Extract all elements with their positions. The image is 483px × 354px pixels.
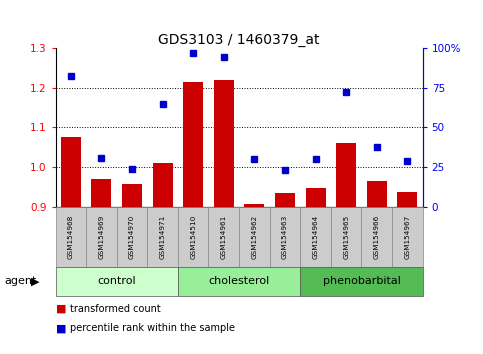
Text: percentile rank within the sample: percentile rank within the sample bbox=[70, 323, 235, 333]
Text: GSM154962: GSM154962 bbox=[251, 215, 257, 259]
Text: GSM154965: GSM154965 bbox=[343, 215, 349, 259]
Text: GSM154963: GSM154963 bbox=[282, 215, 288, 259]
Bar bbox=[336, 143, 356, 207]
Text: GSM154510: GSM154510 bbox=[190, 215, 196, 259]
Bar bbox=[331, 207, 361, 267]
Bar bbox=[392, 207, 423, 267]
Bar bbox=[367, 181, 387, 207]
Title: GDS3103 / 1460379_at: GDS3103 / 1460379_at bbox=[158, 33, 320, 47]
Bar bbox=[209, 207, 239, 267]
Text: GSM154966: GSM154966 bbox=[374, 215, 380, 259]
Bar bbox=[244, 204, 264, 207]
Text: phenobarbital: phenobarbital bbox=[323, 276, 400, 286]
Text: cholesterol: cholesterol bbox=[209, 276, 270, 286]
Bar bbox=[61, 137, 81, 207]
Bar bbox=[300, 207, 331, 267]
Text: agent: agent bbox=[5, 276, 37, 286]
Text: GSM154968: GSM154968 bbox=[68, 215, 74, 259]
Text: ▶: ▶ bbox=[30, 276, 39, 286]
Text: GSM154971: GSM154971 bbox=[159, 215, 166, 259]
Text: GSM154967: GSM154967 bbox=[404, 215, 411, 259]
Bar bbox=[239, 207, 270, 267]
Text: GSM154970: GSM154970 bbox=[129, 215, 135, 259]
Text: ■: ■ bbox=[56, 304, 66, 314]
Bar bbox=[91, 179, 112, 207]
Text: transformed count: transformed count bbox=[70, 304, 161, 314]
Bar bbox=[214, 80, 234, 207]
Bar bbox=[56, 207, 86, 267]
Bar bbox=[178, 207, 209, 267]
Bar bbox=[183, 82, 203, 207]
Bar bbox=[300, 267, 423, 296]
Bar bbox=[122, 184, 142, 207]
Text: ■: ■ bbox=[56, 323, 66, 333]
Bar bbox=[178, 267, 300, 296]
Bar bbox=[270, 207, 300, 267]
Bar bbox=[398, 192, 417, 207]
Text: GSM154964: GSM154964 bbox=[313, 215, 319, 259]
Bar bbox=[361, 207, 392, 267]
Text: GSM154961: GSM154961 bbox=[221, 215, 227, 259]
Bar bbox=[56, 267, 178, 296]
Bar bbox=[153, 163, 172, 207]
Text: GSM154969: GSM154969 bbox=[99, 215, 104, 259]
Text: control: control bbox=[98, 276, 136, 286]
Bar bbox=[86, 207, 117, 267]
Bar bbox=[147, 207, 178, 267]
Bar bbox=[306, 188, 326, 207]
Bar bbox=[117, 207, 147, 267]
Bar bbox=[275, 193, 295, 207]
